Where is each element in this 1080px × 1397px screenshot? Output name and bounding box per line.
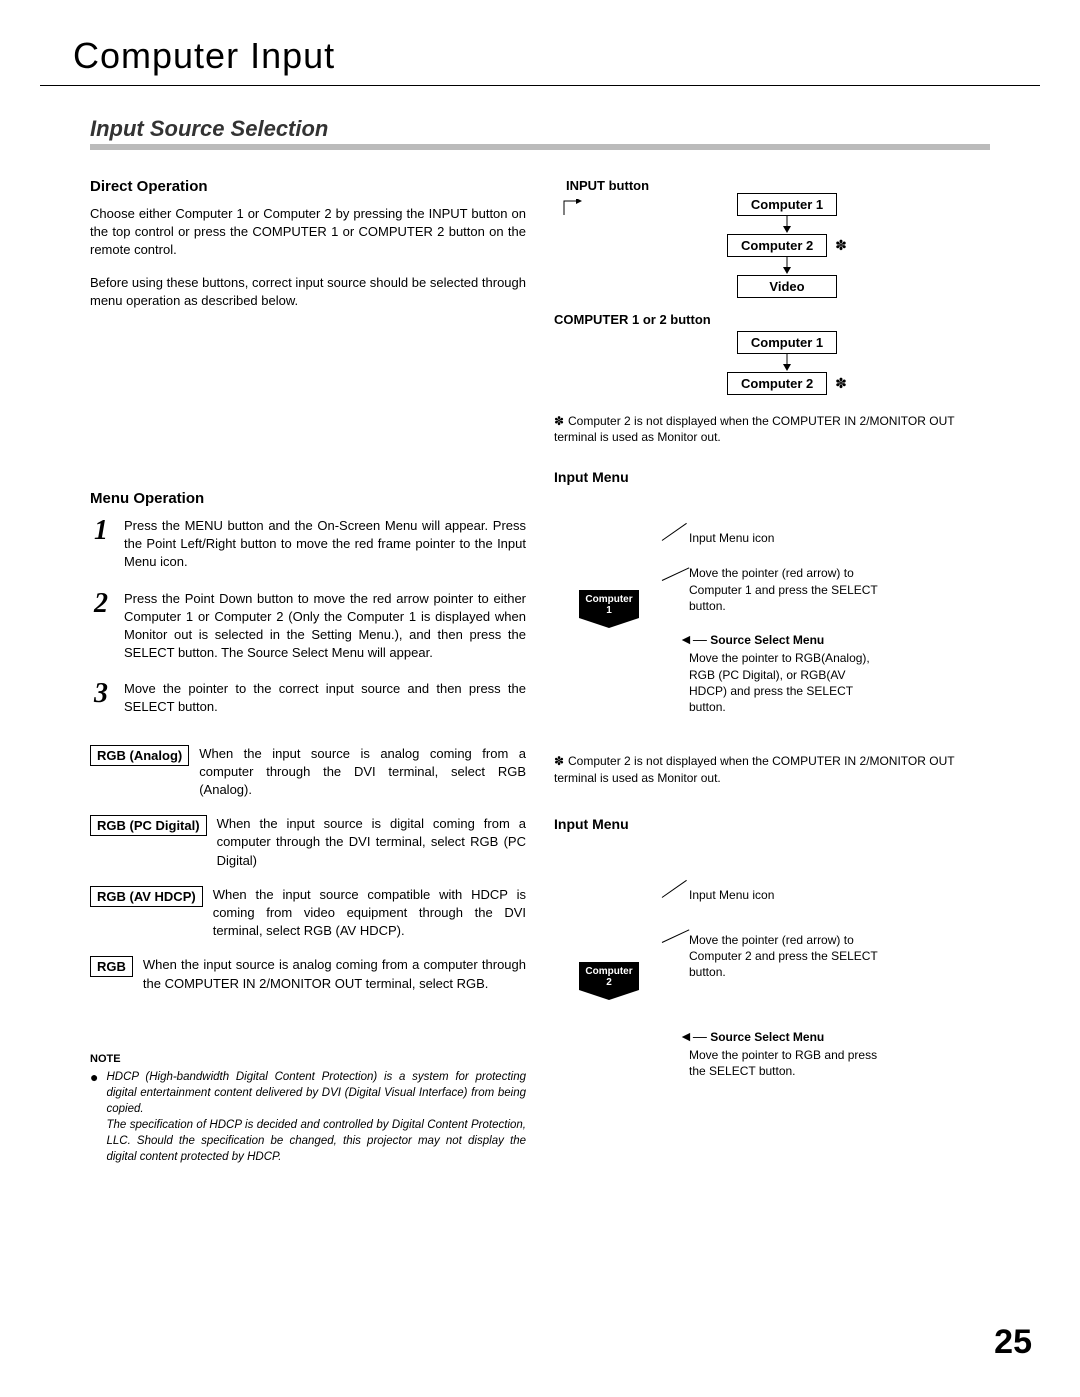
rgb-label-box: RGB (AV HDCP) — [90, 886, 203, 907]
menu-operation-heading: Menu Operation — [90, 490, 526, 507]
step-text: Press the Point Down button to move the … — [124, 590, 526, 663]
diagram-label: Move the pointer (red arrow) to Computer… — [689, 932, 889, 981]
arrow-left-icon: ◄— — [679, 631, 707, 647]
step-text: Press the MENU button and the On-Screen … — [124, 517, 526, 572]
rgb-label-box: RGB (Analog) — [90, 745, 189, 766]
computer-button-heading: COMPUTER 1 or 2 button — [554, 312, 990, 327]
rgb-text: When the input source is digital coming … — [217, 815, 526, 870]
input-menu-heading: Input Menu — [554, 816, 990, 832]
title-rule — [40, 85, 1040, 86]
direct-operation-para2: Before using these buttons, correct inpu… — [90, 274, 526, 310]
step-number: 1 — [90, 517, 112, 545]
diagram-label: Move the pointer to RGB(Analog), RGB (PC… — [689, 650, 879, 715]
rgb-label-box: RGB (PC Digital) — [90, 815, 207, 836]
input-menu-heading: Input Menu — [554, 469, 990, 485]
arrow-down-icon — [781, 354, 793, 372]
note-text2: The specification of HDCP is decided and… — [106, 1117, 526, 1165]
arrow-left-icon: ◄— — [679, 1028, 707, 1044]
arrow-down-icon — [781, 257, 793, 275]
diagram-label: Input Menu icon — [689, 530, 774, 546]
asterisk-icon: ✽ — [835, 237, 847, 254]
step-number: 3 — [90, 680, 112, 708]
asterisk-icon: ✽ — [554, 753, 568, 769]
asterisk-icon: ✽ — [554, 413, 568, 429]
arrow-down-icon — [781, 216, 793, 234]
rgb-text: When the input source is analog coming f… — [199, 745, 526, 800]
rgb-label-box: RGB — [90, 956, 133, 977]
flow-box: Video — [737, 275, 837, 298]
flow-footnote: Computer 2 is not displayed when the COM… — [554, 414, 954, 444]
diagram-label: Move the pointer to RGB and press the SE… — [689, 1047, 879, 1079]
computer-tab: Computer2 — [579, 962, 639, 990]
flow-box: Computer 2 — [727, 372, 827, 395]
rgb-text: When the input source compatible with HD… — [213, 886, 526, 941]
diagram-footnote: Computer 2 is not displayed when the COM… — [554, 754, 954, 784]
page-number: 25 — [994, 1323, 1032, 1362]
page-title: Computer Input — [0, 0, 1080, 85]
asterisk-icon: ✽ — [835, 375, 847, 392]
diagram-label: Move the pointer (red arrow) to Computer… — [689, 565, 889, 614]
bullet-icon: ● — [90, 1069, 98, 1166]
diagram-label: ◄— Source Select Menu — [679, 1027, 824, 1046]
rgb-text: When the input source is analog coming f… — [143, 956, 526, 992]
section-underline — [90, 144, 990, 150]
direct-operation-heading: Direct Operation — [90, 178, 526, 195]
step-text: Move the pointer to the correct input so… — [124, 680, 526, 716]
step-number: 2 — [90, 590, 112, 618]
flow-box: Computer 2 — [727, 234, 827, 257]
diagram-label: Input Menu icon — [689, 887, 774, 903]
flow-box: Computer 1 — [737, 331, 837, 354]
section-title: Input Source Selection — [90, 116, 990, 142]
diagram-label: ◄— Source Select Menu — [679, 630, 824, 649]
computer-tab: Computer1 — [579, 590, 639, 618]
note-heading: NOTE — [90, 1053, 526, 1065]
flow-box: Computer 1 — [737, 193, 837, 216]
loop-arrow-icon — [562, 199, 582, 215]
note-text1: HDCP (High-bandwidth Digital Content Pro… — [106, 1069, 526, 1117]
direct-operation-para1: Choose either Computer 1 or Computer 2 b… — [90, 205, 526, 260]
input-button-heading: INPUT button — [566, 178, 990, 193]
